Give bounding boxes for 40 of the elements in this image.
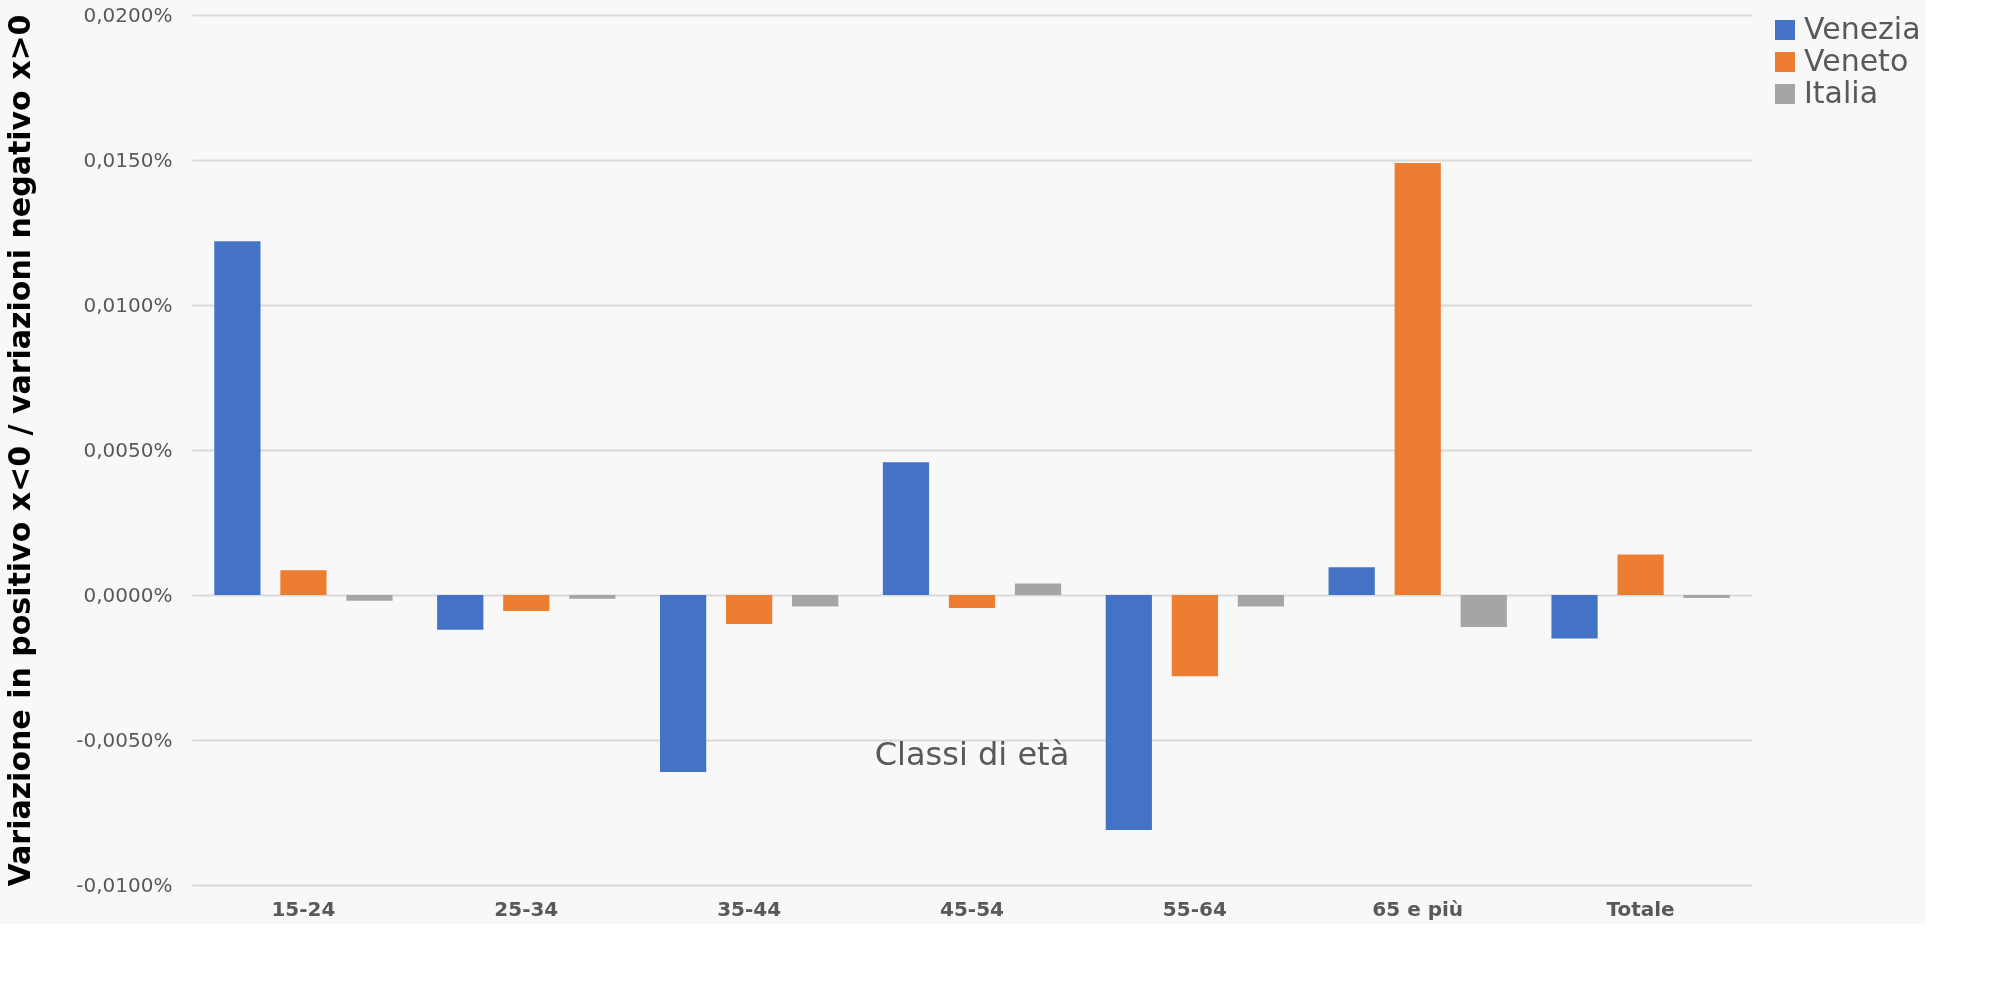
bar — [1683, 595, 1730, 598]
legend-label: Venezia — [1804, 11, 1921, 46]
bar — [1551, 595, 1598, 639]
bar — [1617, 554, 1664, 595]
bar — [1171, 595, 1218, 677]
x-tick-label: 65 e più — [1372, 896, 1464, 921]
bar — [1328, 567, 1375, 595]
x-tick-label: 55-64 — [1162, 896, 1227, 921]
y-tick-label: 0,0150% — [83, 147, 173, 172]
x-axis-title: Classi di età — [874, 734, 1070, 773]
bar — [1014, 583, 1062, 595]
y-tick-label: 0,0000% — [83, 582, 173, 607]
bar — [1394, 162, 1441, 595]
x-tick-label: 45-54 — [940, 896, 1004, 921]
x-tick-label: 15-24 — [271, 896, 336, 921]
x-tick-label: 35-44 — [717, 896, 782, 921]
x-tick-label: Totale — [1606, 896, 1675, 921]
bar — [503, 595, 550, 611]
bar — [882, 462, 930, 595]
bar — [280, 570, 327, 595]
y-axis-title: Variazione in positivo x<0 / variazioni negativo x>0 — [2, 14, 38, 887]
bar — [214, 241, 261, 595]
bar — [948, 595, 996, 609]
bar — [346, 595, 393, 601]
bar — [660, 595, 707, 772]
x-tick-label: 25-34 — [494, 896, 559, 921]
y-tick-label: 0,0050% — [83, 437, 173, 462]
y-tick-label: -0,0050% — [76, 727, 173, 752]
bar — [1105, 595, 1152, 830]
bar — [569, 595, 616, 599]
bar — [726, 595, 773, 624]
bar — [1460, 595, 1507, 627]
y-tick-label: 0,0200% — [83, 2, 173, 27]
bar — [1237, 595, 1284, 607]
bar — [792, 595, 839, 607]
y-tick-label: 0,0100% — [83, 292, 173, 317]
bar — [437, 595, 484, 630]
legend-label: Italia — [1804, 75, 1879, 110]
y-tick-label: -0,0100% — [76, 872, 173, 897]
legend-label: Veneto — [1804, 43, 1909, 78]
